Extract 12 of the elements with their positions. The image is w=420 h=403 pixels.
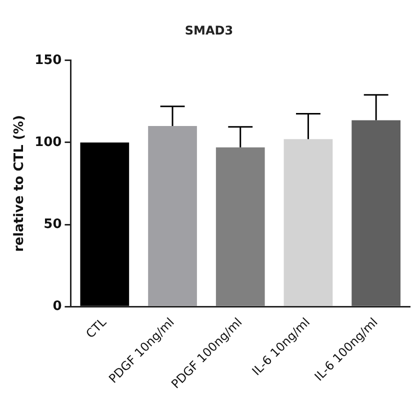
y-tick-label: 0 xyxy=(52,298,62,314)
chart-title: SMAD3 xyxy=(184,23,234,38)
bar xyxy=(352,120,400,306)
x-tick-label: CTL xyxy=(83,314,110,341)
bar xyxy=(148,126,197,306)
bar xyxy=(284,139,333,306)
y-tick-label: 100 xyxy=(34,134,62,150)
y-axis-title: relative to CTL (%) xyxy=(12,115,28,252)
bar xyxy=(216,147,265,306)
bar xyxy=(80,142,130,306)
y-tick-label: 50 xyxy=(44,216,62,232)
y-tick-label: 150 xyxy=(34,52,62,68)
